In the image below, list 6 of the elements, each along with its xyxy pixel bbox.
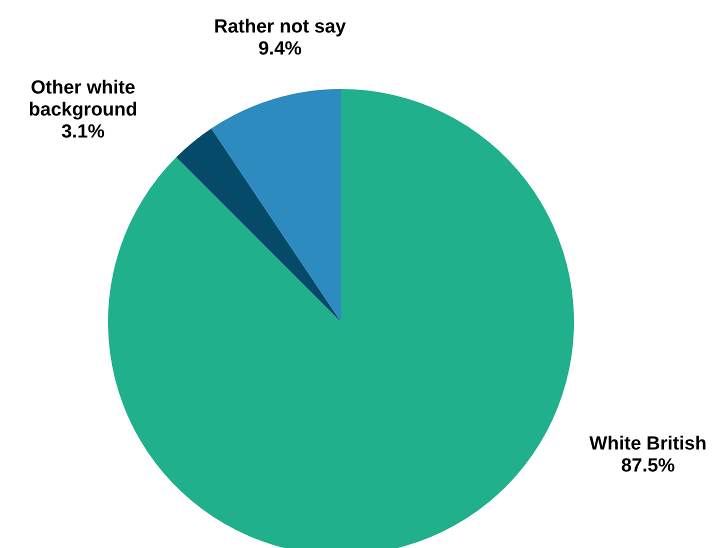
- slice-label: Other white background: [28, 78, 138, 120]
- data-label: 9.4%: [258, 38, 302, 60]
- slice-label: White British: [589, 434, 707, 454]
- data-label: 87.5%: [621, 456, 676, 476]
- slice-label: Rather not say: [214, 16, 346, 38]
- data-label: 3.1%: [61, 122, 105, 142]
